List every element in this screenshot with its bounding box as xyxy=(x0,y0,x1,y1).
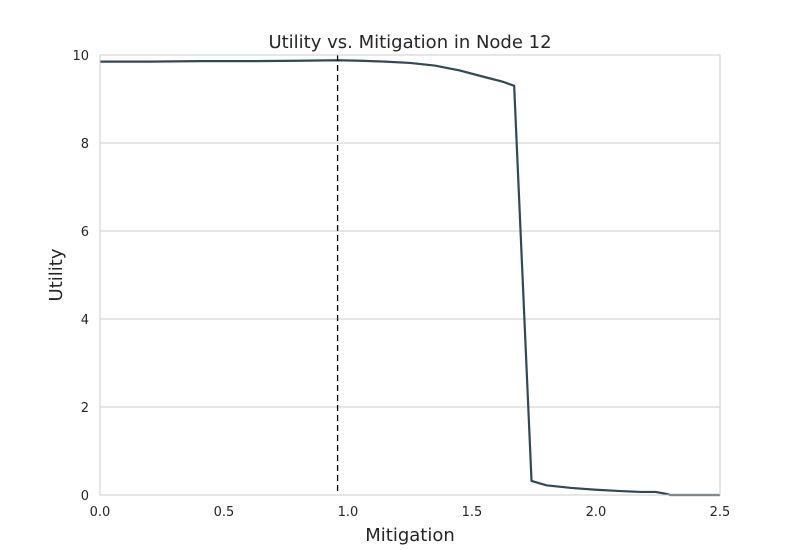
x-tick-labels: 0.0 0.5 1.0 1.5 2.0 2.5 xyxy=(90,505,731,520)
x-tick-label: 2.0 xyxy=(586,505,607,520)
plot-frame xyxy=(99,54,721,496)
y-tick-label: 10 xyxy=(72,49,89,64)
x-tick-label: 1.5 xyxy=(462,505,483,520)
grid-lines xyxy=(100,54,720,496)
y-tick-label: 4 xyxy=(81,313,89,328)
y-tick-label: 2 xyxy=(81,401,89,416)
x-tick-label: 0.5 xyxy=(214,505,235,520)
y-axis-title: Utility xyxy=(46,248,67,301)
y-tick-labels: 0 2 4 6 8 10 xyxy=(72,49,89,504)
y-tick-label: 6 xyxy=(81,225,89,240)
x-tick-label: 1.0 xyxy=(338,505,359,520)
x-tick-label: 0.0 xyxy=(90,505,111,520)
series-line xyxy=(100,59,720,497)
chart-title: Utility vs. Mitigation in Node 12 xyxy=(268,32,551,53)
x-tick-label: 2.5 xyxy=(710,505,731,520)
y-tick-label: 8 xyxy=(81,137,89,152)
x-axis-title: Mitigation xyxy=(365,525,455,546)
y-tick-label: 0 xyxy=(81,489,89,504)
series-layer xyxy=(100,59,720,497)
